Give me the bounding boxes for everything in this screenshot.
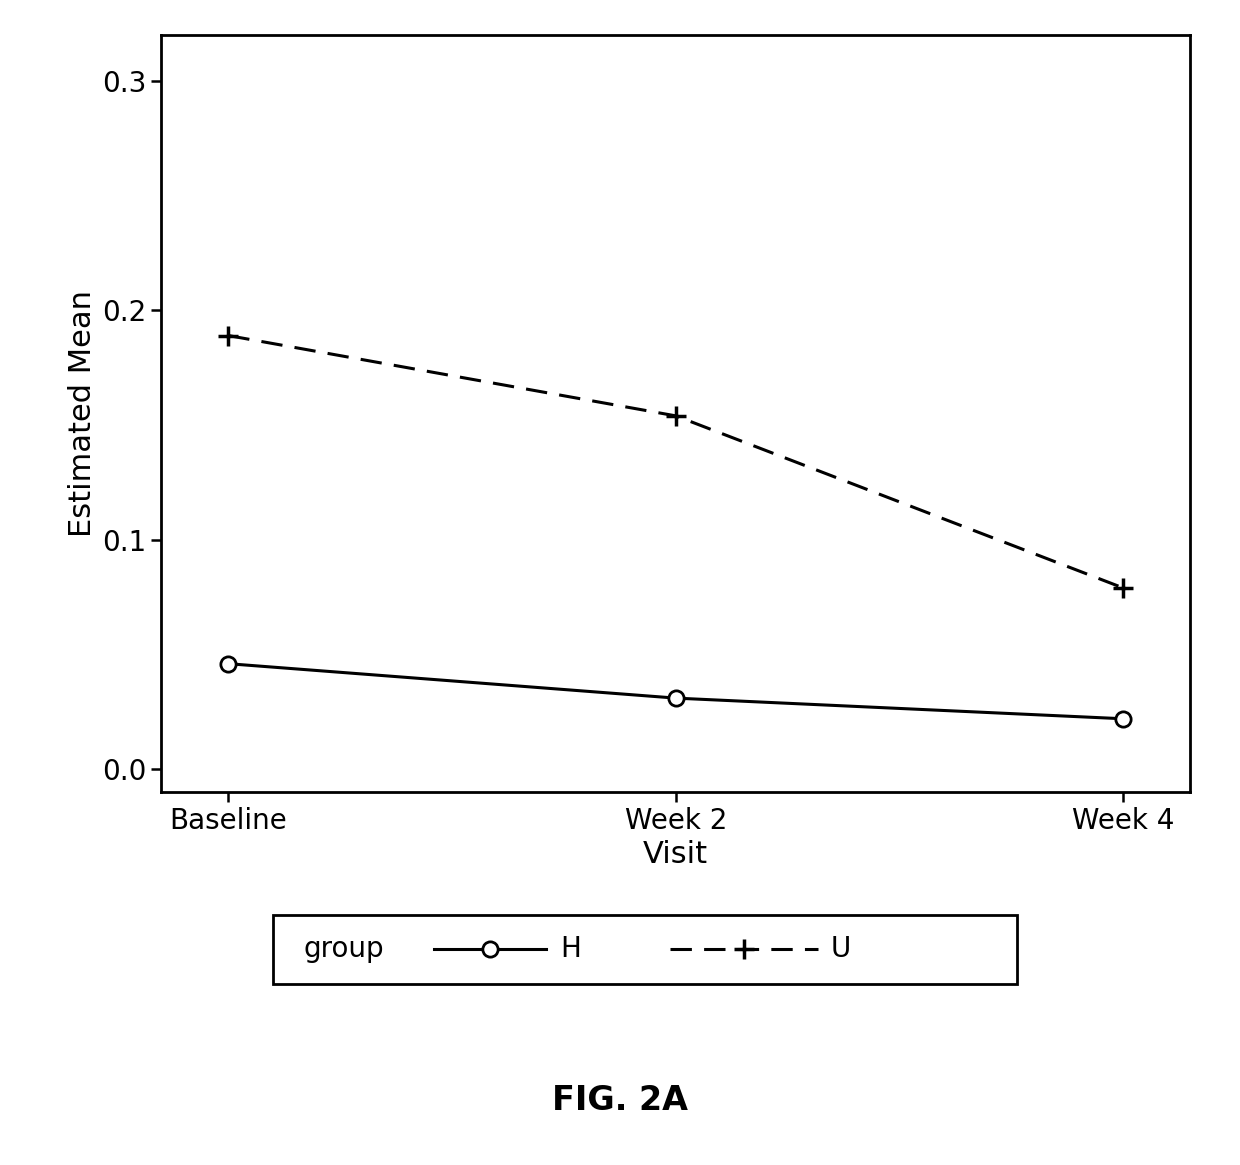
Y-axis label: Estimated Mean: Estimated Mean: [68, 290, 97, 537]
Text: H: H: [560, 935, 582, 963]
Text: FIG. 2A: FIG. 2A: [552, 1085, 688, 1117]
X-axis label: Visit: Visit: [644, 840, 708, 869]
Text: group: group: [304, 935, 384, 963]
Text: U: U: [831, 935, 851, 963]
